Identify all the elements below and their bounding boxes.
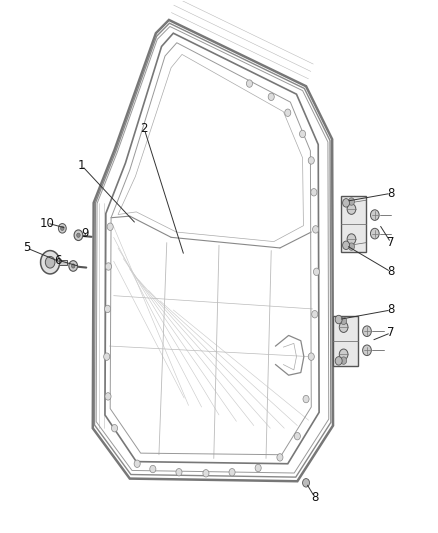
Circle shape [341, 357, 346, 365]
Circle shape [176, 469, 182, 476]
Circle shape [105, 393, 111, 400]
Circle shape [343, 199, 350, 207]
Circle shape [58, 223, 66, 233]
Circle shape [285, 109, 291, 116]
Circle shape [69, 261, 78, 271]
Circle shape [134, 460, 140, 467]
Circle shape [363, 345, 371, 356]
Text: 7: 7 [387, 326, 395, 340]
Circle shape [347, 234, 356, 245]
Circle shape [71, 264, 75, 268]
Circle shape [308, 157, 314, 164]
Circle shape [341, 317, 346, 325]
Text: 1: 1 [78, 159, 86, 172]
Text: 8: 8 [311, 491, 318, 504]
Circle shape [104, 353, 110, 360]
FancyBboxPatch shape [341, 196, 366, 252]
Circle shape [106, 263, 112, 270]
Circle shape [308, 353, 314, 360]
Circle shape [371, 228, 379, 239]
Circle shape [300, 130, 306, 138]
Circle shape [335, 357, 342, 365]
Circle shape [348, 243, 354, 251]
Circle shape [312, 311, 318, 318]
Circle shape [339, 322, 348, 333]
Circle shape [229, 469, 235, 476]
Circle shape [203, 470, 209, 477]
Text: 10: 10 [40, 216, 54, 230]
Circle shape [314, 268, 320, 276]
Circle shape [46, 256, 55, 268]
Text: 5: 5 [23, 241, 30, 254]
Circle shape [60, 226, 64, 230]
Text: 8: 8 [387, 187, 395, 200]
Text: 2: 2 [141, 122, 148, 135]
Circle shape [255, 464, 261, 472]
Circle shape [348, 198, 354, 205]
Circle shape [363, 326, 371, 336]
Circle shape [277, 454, 283, 461]
Circle shape [339, 349, 348, 360]
Circle shape [268, 93, 274, 101]
Circle shape [294, 432, 300, 440]
Circle shape [313, 225, 319, 233]
Text: 8: 8 [387, 303, 395, 317]
Text: 9: 9 [81, 227, 89, 240]
Circle shape [41, 251, 60, 274]
Text: 8: 8 [387, 265, 395, 278]
Circle shape [303, 395, 309, 403]
Circle shape [371, 210, 379, 220]
Circle shape [74, 230, 83, 240]
FancyBboxPatch shape [333, 316, 358, 366]
Circle shape [107, 223, 113, 230]
Text: 7: 7 [387, 236, 395, 249]
Circle shape [335, 316, 342, 324]
Circle shape [311, 189, 317, 196]
Circle shape [343, 241, 350, 249]
Circle shape [150, 465, 156, 473]
Circle shape [77, 233, 80, 237]
Circle shape [303, 479, 310, 487]
Bar [59, 260, 67, 265]
Text: 6: 6 [54, 254, 62, 266]
Circle shape [105, 305, 111, 313]
Circle shape [247, 80, 253, 87]
Circle shape [112, 424, 117, 432]
Circle shape [347, 204, 356, 214]
